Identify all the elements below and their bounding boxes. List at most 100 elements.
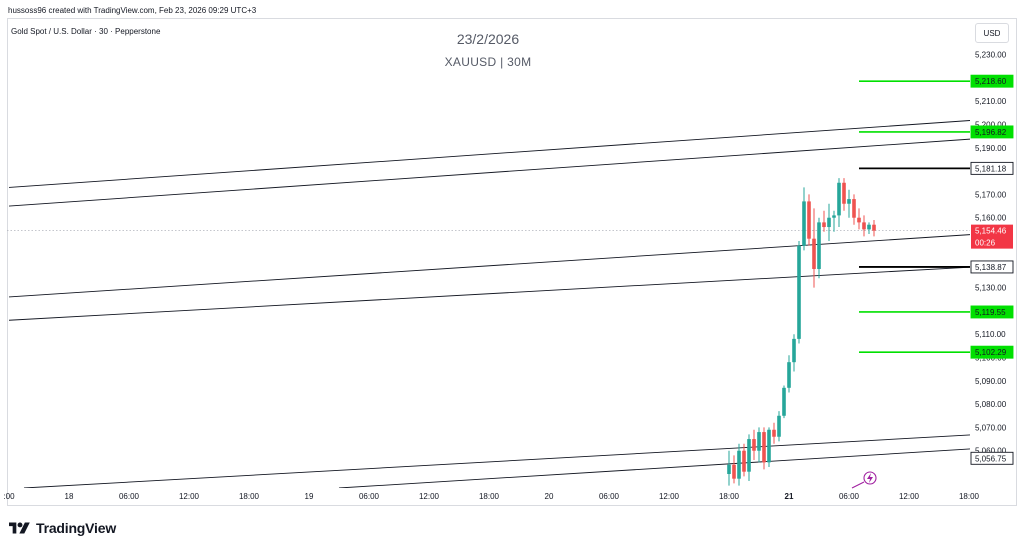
- candle-body: [747, 439, 751, 472]
- candle: [842, 178, 846, 211]
- candle: [767, 427, 771, 468]
- candle: [797, 241, 801, 344]
- last-price-tag-box: [971, 224, 1013, 249]
- candle-body: [742, 450, 746, 472]
- level-price-tag-box: [970, 125, 1014, 139]
- price-levels: [859, 80, 970, 353]
- candle: [817, 217, 821, 279]
- tradingview-wordmark: TradingView: [36, 520, 117, 536]
- price-tags: 5,218.60 5,196.82 5,181.18 5,138.87 5,119.55…: [970, 74, 1014, 465]
- time-tick-label: 06:00: [359, 492, 380, 501]
- trendline-middle-channel-top: [8, 234, 970, 298]
- candle: [807, 194, 811, 246]
- candle: [737, 443, 741, 486]
- candle: [802, 187, 806, 251]
- time-tick-label: 06:00: [119, 492, 140, 501]
- price-tick-label: 5,080.00: [975, 400, 1007, 409]
- level-price-tag: 5,056.75: [970, 451, 1014, 465]
- time-tick-label: 21: [785, 492, 794, 501]
- level-price-tag-label: 5,181.18: [975, 164, 1007, 173]
- time-tick-label: 19: [305, 492, 314, 501]
- price-tick-label: 5,190.00: [975, 144, 1007, 153]
- level-price-tag: 5,102.29: [970, 345, 1014, 359]
- candle: [742, 443, 746, 477]
- price-tick-label: 5,130.00: [975, 284, 1007, 293]
- candle: [832, 210, 836, 232]
- candles: [727, 178, 876, 486]
- chart-frame: [7, 18, 1017, 506]
- candle-body: [862, 222, 866, 230]
- level-price-tag-box: [970, 161, 1014, 175]
- candle: [727, 450, 731, 486]
- candle-body: [767, 429, 771, 463]
- candle-body: [777, 415, 781, 437]
- candle: [792, 334, 796, 372]
- time-tick-label: 18:00: [719, 492, 740, 501]
- level-price-tag-box: [970, 305, 1014, 319]
- alert-lightning-icon[interactable]: [851, 471, 877, 489]
- candle: [872, 220, 876, 237]
- time-tick-label: 12:00: [179, 492, 200, 501]
- candle-body: [792, 338, 796, 363]
- candle-body: [752, 439, 756, 451]
- level-price-tag: 5,119.55: [970, 305, 1014, 319]
- price-tick-label: 5,160.00: [975, 214, 1007, 223]
- level-price-tag: 5,196.82: [970, 125, 1014, 139]
- candle-body: [852, 199, 856, 218]
- level-price-tag-label: 5,138.87: [975, 263, 1007, 272]
- price-tick-label: 5,210.00: [975, 97, 1007, 106]
- symbol-description[interactable]: Gold Spot / U.S. Dollar · 30 · Peppersto…: [11, 27, 161, 36]
- trendline-middle-channel-bottom: [8, 266, 970, 321]
- candle-body: [737, 450, 741, 479]
- trendlines: [8, 120, 970, 488]
- level-price-tag-box: [970, 260, 1014, 274]
- candle-body: [822, 222, 826, 228]
- level-price-tag-label: 5,196.82: [975, 128, 1007, 137]
- level-price-tag-label: 5,119.55: [975, 308, 1006, 317]
- candle-body: [807, 201, 811, 239]
- candle-body: [812, 238, 816, 269]
- candle-body: [772, 429, 776, 437]
- candle: [822, 210, 826, 232]
- price-tick-label: 5,070.00: [975, 423, 1007, 432]
- trendline-lower-channel-bottom: [338, 448, 970, 488]
- time-tick-label: 12:00: [659, 492, 680, 501]
- candle-body: [762, 432, 766, 463]
- candle-body: [847, 199, 851, 204]
- candle: [782, 385, 786, 419]
- candle-body: [757, 432, 761, 451]
- candle: [847, 189, 851, 218]
- candle: [837, 178, 841, 228]
- candle: [857, 208, 861, 230]
- candle-body: [727, 464, 731, 475]
- price-tick-label: 5,170.00: [975, 190, 1007, 199]
- last-price-value: 5,154.46: [975, 227, 1007, 236]
- level-price-tag: 5,138.87: [970, 260, 1014, 274]
- chart-date-title: 23/2/2026: [456, 31, 520, 47]
- time-tick-label: 18:00: [479, 492, 500, 501]
- candle-body: [802, 201, 806, 246]
- candle: [752, 429, 756, 461]
- candle: [777, 411, 781, 442]
- tradingview-mark-icon: [9, 522, 30, 534]
- level-price-tag-label: 5,102.29: [975, 348, 1007, 357]
- currency-selector[interactable]: USD: [975, 23, 1009, 43]
- candle-body: [832, 215, 836, 218]
- last-price-tag: 5,154.46 00:26: [971, 224, 1013, 249]
- chart-symbol-subtitle: XAUUSD | 30M: [444, 55, 532, 69]
- price-tick-label: 5,230.00: [975, 51, 1007, 60]
- price-tick-label: 5,060.00: [975, 447, 1007, 456]
- trendline-upper-channel-top: [8, 120, 970, 188]
- time-tick-label: 12:00: [419, 492, 440, 501]
- time-axis[interactable]: :00 18 06:00 12:00 18:00 19 06:00 12:00 18:00 20 0…: [3, 492, 979, 501]
- candle: [757, 427, 761, 463]
- candle: [762, 427, 766, 470]
- candle-body: [837, 182, 841, 216]
- candle-body: [867, 224, 871, 230]
- candle-body: [732, 464, 736, 479]
- time-tick-label: 18: [65, 492, 74, 501]
- chart-credit: hussoss96 created with TradingView.com, …: [8, 6, 257, 15]
- price-tick-label: 5,200.00: [975, 121, 1007, 130]
- time-tick-label: 18:00: [959, 492, 980, 501]
